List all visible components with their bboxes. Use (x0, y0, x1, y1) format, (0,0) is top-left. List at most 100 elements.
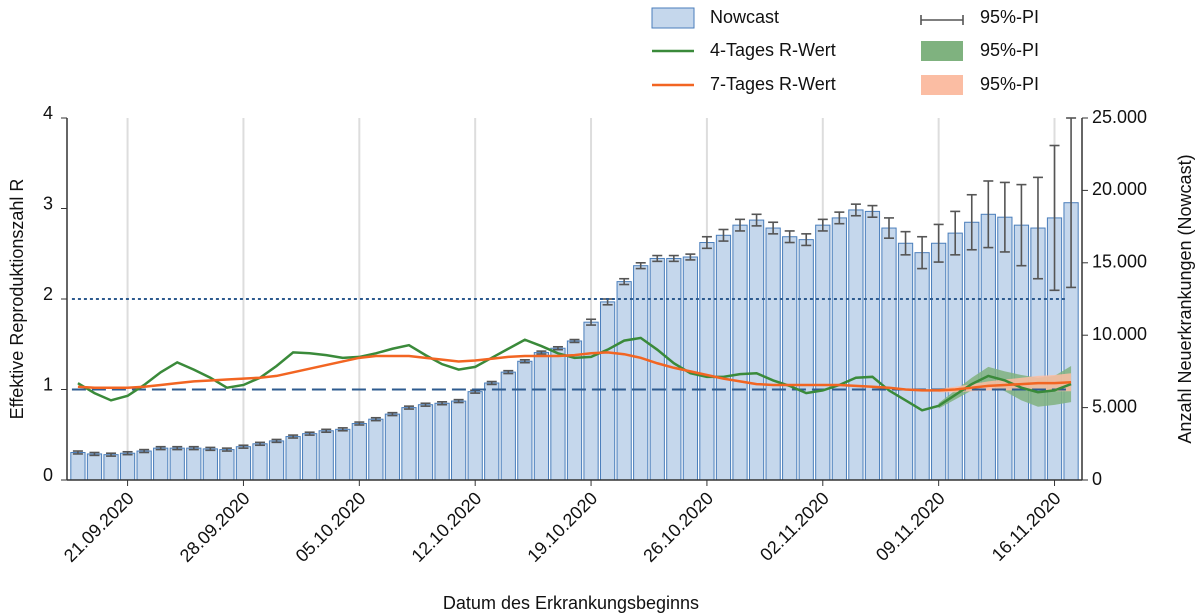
error-bar (420, 402, 431, 407)
bar (566, 340, 583, 481)
bar (70, 451, 86, 481)
legend-label: 7-Tages R-Wert (710, 74, 836, 94)
error-bar (718, 228, 729, 242)
bar (136, 450, 152, 481)
x-tick-label: 16.11.2020 (988, 488, 1065, 565)
legend-swatch (921, 75, 963, 95)
error-bar (205, 446, 216, 452)
error-bar (900, 230, 911, 256)
error-bar (619, 277, 630, 286)
bar (897, 242, 914, 481)
y-tick-label: 2 (43, 284, 53, 304)
bar (583, 321, 599, 481)
bar (848, 209, 864, 481)
x-tick-label: 12.10.2020 (408, 488, 486, 566)
error-bar (867, 204, 878, 218)
bar (384, 413, 401, 481)
error-bar (139, 448, 150, 454)
error-bar (155, 445, 166, 451)
bar (186, 447, 202, 481)
error-bar (1066, 117, 1077, 289)
legend-label: 95%-PI (980, 40, 1039, 60)
x-tick-label: 26.10.2020 (639, 488, 717, 566)
legend-label: 95%-PI (980, 74, 1039, 94)
error-bar (768, 221, 779, 235)
error-bar (288, 434, 299, 439)
error-bar (552, 345, 563, 351)
bar (467, 391, 483, 481)
legend-label: Nowcast (710, 7, 779, 27)
y2-tick-label: 10.000 (1092, 324, 1147, 344)
error-bar (883, 217, 894, 239)
error-bar (89, 451, 100, 457)
x-tick-label: 05.10.2020 (292, 488, 370, 566)
x-tick-label: 21.09.2020 (60, 488, 138, 566)
bar (335, 428, 351, 481)
bar (517, 360, 533, 481)
error-bar (850, 203, 861, 217)
error-bar (337, 427, 348, 432)
bar (119, 452, 136, 481)
error-bar (801, 233, 812, 247)
error-bar (486, 380, 497, 386)
bar (599, 301, 616, 481)
error-bar (238, 444, 249, 449)
bar (484, 382, 500, 481)
error-bar (106, 452, 117, 457)
error-bar (453, 398, 464, 404)
bar (881, 227, 897, 481)
bar (533, 352, 550, 481)
bar (980, 213, 996, 481)
bar (417, 404, 434, 481)
bar (914, 252, 930, 481)
error-bar (321, 428, 332, 434)
error-bar (437, 401, 448, 406)
bar (997, 216, 1013, 481)
bar (318, 430, 334, 481)
bar (351, 423, 367, 481)
x-tick-label: 09.11.2020 (872, 488, 949, 565)
error-bar (1016, 183, 1027, 267)
bar (831, 217, 847, 481)
y2-tick-label: 0 (1092, 469, 1102, 489)
error-bar (817, 218, 828, 232)
bar (219, 449, 235, 481)
bar (252, 443, 268, 481)
bar (103, 454, 119, 481)
error-bar (122, 450, 133, 456)
bar (715, 234, 732, 481)
y2-tick-label: 25.000 (1092, 107, 1147, 127)
error-bar (519, 359, 530, 364)
bar (699, 242, 715, 481)
bar (235, 446, 252, 481)
bar (782, 236, 798, 481)
error-bar (304, 431, 315, 436)
error-bar (983, 180, 994, 249)
bar (500, 371, 516, 481)
bar (169, 447, 185, 481)
y2-tick-label: 5.000 (1092, 396, 1137, 416)
bar (633, 265, 649, 481)
error-bar (72, 450, 83, 455)
y-axis-label: Effektive Reproduktionszahl R (7, 179, 27, 420)
bar (964, 221, 980, 481)
bar (931, 242, 947, 481)
error-bar (586, 318, 597, 326)
bar (616, 281, 632, 481)
error-bar (735, 218, 746, 232)
error-bar (172, 445, 183, 451)
y-tick-label: 4 (43, 103, 53, 123)
error-bar (354, 421, 365, 426)
y-tick-label: 1 (43, 374, 53, 394)
bar (86, 453, 103, 481)
bar (268, 440, 285, 481)
error-bar (652, 254, 663, 263)
y2-tick-label: 15.000 (1092, 252, 1147, 272)
bar (285, 436, 301, 481)
error-bar (255, 441, 266, 447)
y-tick-label: 3 (43, 193, 53, 213)
error-bar (917, 235, 928, 270)
error-bar (221, 447, 232, 452)
bar (649, 257, 665, 481)
bar (815, 224, 831, 481)
